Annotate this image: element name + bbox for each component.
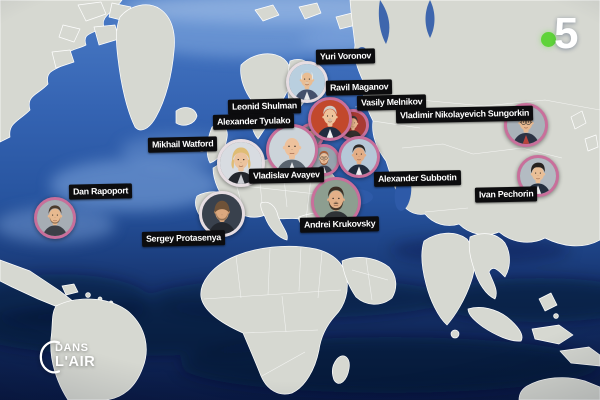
france5-dot-icon (541, 32, 556, 47)
label-andrei-krukovsky: Andrei Krukovsky (299, 216, 380, 233)
label-yuri-voronov: Yuri Voronov (315, 48, 376, 65)
label-sergey-protasenya: Sergey Protasenya (141, 230, 226, 247)
label-alexander-tyulako: Alexander Tyulako (212, 113, 295, 130)
cdanslair-c-icon (39, 340, 61, 374)
cdanslair-text: DANS L'AIR (55, 342, 95, 379)
portrait-yuri-voronov (286, 61, 328, 103)
continent-north-america (0, 0, 198, 143)
continent-south-america (0, 259, 147, 400)
label-alexander-subbotin: Alexander Subbotin (373, 170, 461, 187)
france5-digit: 5 (554, 9, 579, 58)
cdanslair-logo: DANS L'AIR (30, 335, 95, 379)
label-ivan-pechorin: Ivan Pechorin (474, 186, 538, 203)
label-leonid-shulman: Leonid Shulman (227, 98, 302, 115)
cdanslair-line1: DANS (55, 342, 89, 354)
france5-logo: 5 (541, 12, 578, 56)
label-ravil-maganov: Ravil Maganov (325, 79, 393, 96)
label-dan-rapoport: Dan Rapoport (68, 183, 133, 200)
portrait-ravil-maganov (308, 97, 352, 141)
continent-africa (200, 245, 350, 395)
label-vladislav-avayev: Vladislav Avayev (248, 167, 324, 184)
cdanslair-line2: L'AIR (55, 354, 96, 370)
portrait-sergey-protasenya (199, 191, 245, 237)
label-vladimir-sungorkin: Vladimir Nikolayevich Sungorkin (395, 105, 534, 124)
portrait-dan-rapoport (34, 197, 76, 239)
portrait-alexander-subbotin (338, 136, 380, 178)
label-mikhail-watford: Mikhail Watford (147, 136, 218, 153)
